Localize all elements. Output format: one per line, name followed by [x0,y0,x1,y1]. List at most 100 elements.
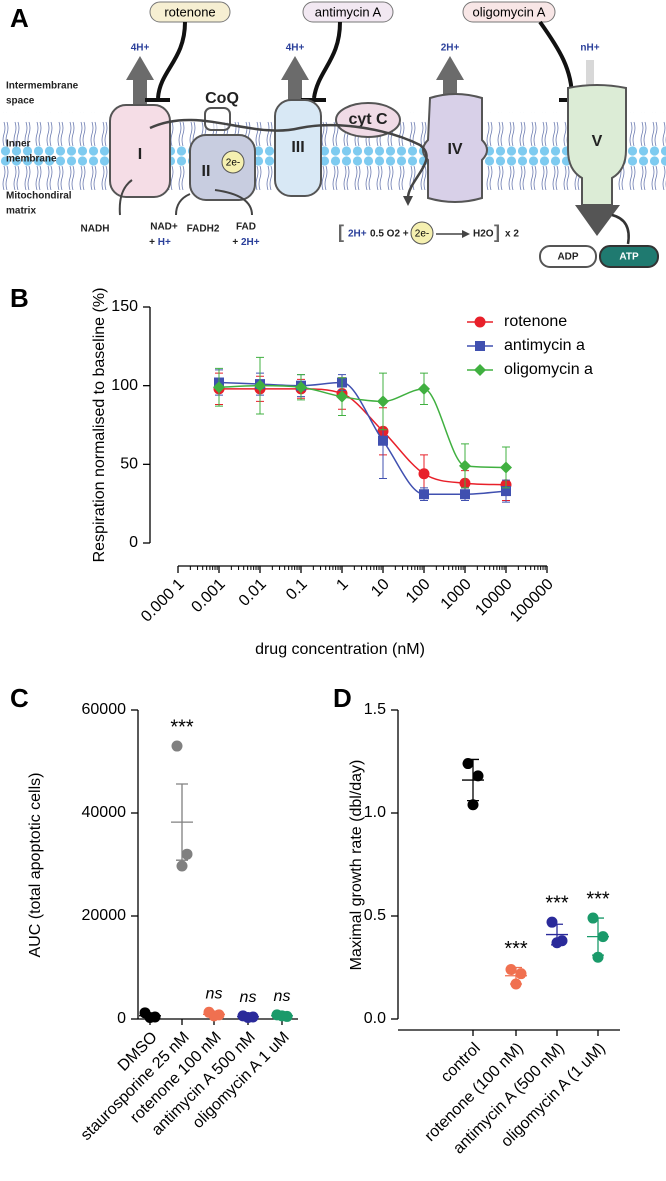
legend-label: rotenone [504,313,567,330]
proton-label: nH+ [580,43,599,54]
error-bar [176,783,188,861]
annotation: ns [240,989,257,1006]
marker [474,316,486,328]
proton: 2H+ [241,237,260,248]
complex [189,134,256,201]
x-tick-label: 100000 [507,576,557,626]
x-tick-label: 10 [368,576,393,601]
marker [501,486,511,497]
y-tick-label: 50 [120,456,138,473]
y-tick-label: 1.0 [364,804,386,821]
proton: H+ [158,237,171,248]
x-tick-label: 100 [403,576,434,607]
region-label: Inner [6,139,31,150]
x-tick-label: 0.01 [236,576,270,610]
marker [295,381,307,394]
complex [567,84,627,206]
reaction-text: H2O [473,229,494,240]
region-label: Intermembrane [6,81,79,92]
y-tick-label: 20000 [82,907,127,924]
x-tick-label: 1 [333,576,351,594]
reaction-proton: 2H+ [348,229,367,240]
y-tick-label: 60000 [82,701,127,718]
marker [500,461,512,474]
inhibitor-pill [462,1,556,23]
y-tick-label: 0.5 [364,907,386,924]
y-tick-label: 100 [111,377,138,394]
point [276,1010,288,1022]
arrow [611,213,630,245]
annotation: ns [206,986,223,1003]
electron-path [149,118,428,199]
panel-label: B [10,283,29,313]
y-tick-label: 1.5 [364,701,386,718]
product-pill [599,245,659,268]
region-label: Mitochondiral [6,191,72,202]
point [505,964,517,976]
complex [109,104,171,198]
inhibition-lines [145,20,584,102]
panel-label: A [10,3,29,33]
proton-label: 4H+ [131,43,150,54]
complex-label: I [138,146,142,163]
region-label: space [6,96,35,107]
complex-label: IV [447,141,462,158]
point [144,1011,156,1023]
substrate: NAD+ [150,222,178,233]
marker [459,459,471,472]
point [171,740,183,752]
carrier-label: CoQ [205,90,239,107]
point [551,937,563,949]
annotation: *** [545,892,569,914]
inhibitor-pill [302,1,394,23]
y-tick-label: 0.0 [364,1010,386,1027]
point [597,931,609,943]
reaction-text: x 2 [505,229,519,240]
annotation: *** [504,938,528,960]
x-tick-label: 0.000 1 [138,576,188,626]
inhibitor-label: antimycin A [315,4,382,19]
substrate: NADH [81,224,110,235]
x-tick-label: 0.1 [283,576,311,604]
annotation: ns [274,988,291,1005]
substrate: + 2H+ [232,237,259,248]
annotation: *** [586,888,610,910]
legend-label: oligomycin a [504,361,593,378]
marker [418,468,430,480]
substrate: FAD [236,222,256,233]
panel: C 0 20000 40000 60000 AUC (total apoptotic ce… [10,683,298,1144]
marker [254,379,266,392]
point [592,951,604,963]
proton-label: 4H+ [286,43,305,54]
point [587,912,599,924]
y-axis-title: Respiration normalised to baseline (%) [91,288,108,563]
y-tick-label: 40000 [82,804,127,821]
electron-label: 2e- [415,229,429,240]
cyt-c [335,102,401,138]
complex [422,93,488,203]
bracket: [ [338,222,344,242]
plus: + [149,237,158,248]
marker [336,390,348,403]
complex-label: III [291,139,304,156]
electron [410,221,434,245]
inhibitor-label: oligomycin A [473,4,546,19]
arrow-head [462,230,470,238]
panel: D 0.0 0.5 1.0 1.5 Maximal growth rate (dbl/da… [333,683,620,1157]
inhibitor-label: rotenone [164,4,215,19]
x-axis-title: drug concentration (nM) [255,641,425,658]
panel-label: D [333,683,352,713]
point [462,758,474,770]
substrate: + H+ [149,237,171,248]
marker [378,435,388,446]
marker [418,382,430,395]
arrow-head [403,196,413,206]
point [467,799,479,811]
electron-label: 2e- [226,158,240,169]
arrows [118,179,253,216]
bracket: ] [494,222,500,242]
point [472,770,484,782]
